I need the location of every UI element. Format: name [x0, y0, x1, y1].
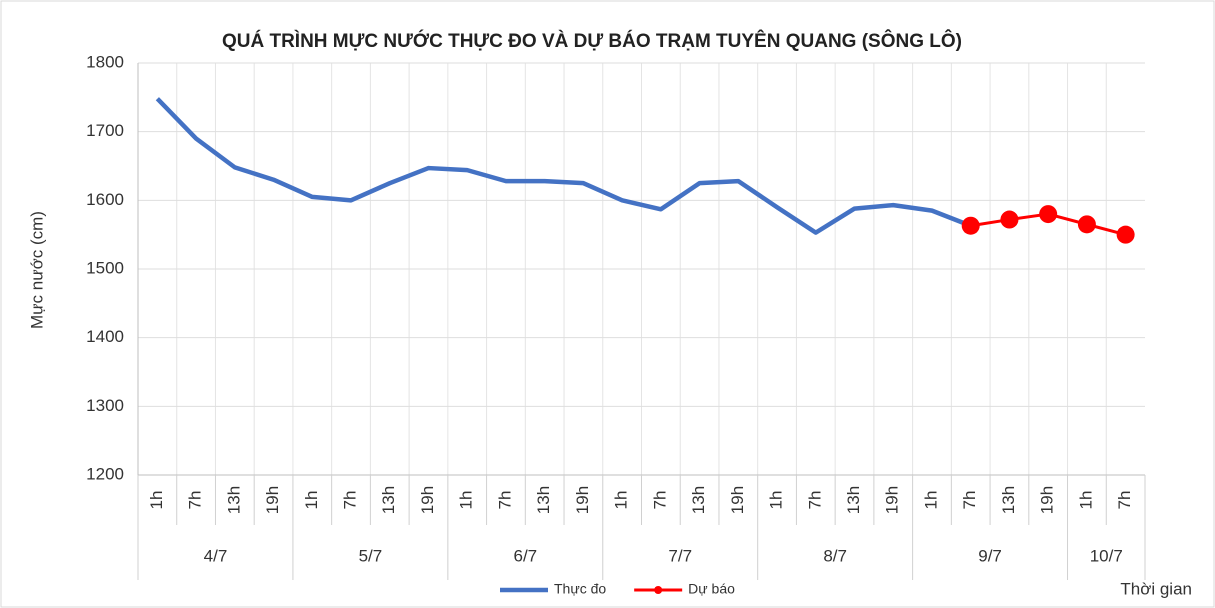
series-marker — [1000, 210, 1019, 229]
group-label: 5/7 — [359, 546, 383, 565]
series-line — [155, 97, 972, 235]
group-label: 9/7 — [978, 546, 1002, 565]
x-tick-label: 1h — [302, 491, 321, 510]
x-tick-label: 13h — [379, 486, 398, 514]
legend-marker — [654, 586, 663, 594]
y-tick-label: 1300 — [86, 396, 124, 415]
group-label: 4/7 — [204, 546, 228, 565]
group-label: 8/7 — [823, 546, 847, 565]
y-axis-label: Mực nước (cm) — [27, 211, 46, 329]
x-tick-label: 19h — [883, 486, 902, 514]
y-tick-label: 1600 — [86, 190, 124, 209]
x-tick-label: 1h — [767, 491, 786, 510]
x-tick-label: 19h — [573, 486, 592, 514]
x-tick-label: 1h — [612, 491, 631, 510]
x-tick-label: 1h — [457, 491, 476, 510]
x-tick-label: 1h — [1076, 491, 1095, 510]
chart-title: QUÁ TRÌNH MỰC NƯỚC THỰC ĐO VÀ DỰ BÁO TRẠ… — [222, 30, 962, 52]
x-tick-label: 13h — [224, 486, 243, 514]
legend-label: Thực đo — [554, 581, 606, 597]
x-tick-label: 19h — [418, 486, 437, 514]
series-marker — [1116, 225, 1135, 244]
x-axis-label: Thời gian — [1120, 579, 1192, 598]
legend-label: Dự báo — [688, 581, 735, 597]
x-tick-label: 7h — [650, 491, 669, 510]
x-tick-label: 13h — [999, 486, 1018, 514]
x-tick-label: 7h — [960, 491, 979, 510]
group-label: 6/7 — [513, 546, 537, 565]
series-marker — [1039, 205, 1058, 224]
y-tick-label: 1800 — [86, 52, 124, 71]
x-tick-label: 19h — [728, 486, 747, 514]
y-tick-label: 1400 — [86, 327, 124, 346]
group-label: 7/7 — [668, 546, 692, 565]
series-marker — [1077, 215, 1096, 234]
group-label: 10/7 — [1090, 546, 1123, 565]
x-tick-label: 7h — [805, 491, 824, 510]
series-marker — [961, 216, 980, 235]
x-tick-label: 13h — [534, 486, 553, 514]
x-tick-label: 7h — [1115, 491, 1134, 510]
x-tick-label: 19h — [1038, 486, 1057, 514]
x-tick-label: 13h — [844, 486, 863, 514]
x-tick-label: 7h — [495, 491, 514, 510]
y-tick-label: 1700 — [86, 121, 124, 140]
y-tick-label: 1500 — [86, 258, 124, 277]
x-tick-label: 19h — [263, 486, 282, 514]
y-tick-label: 1200 — [86, 464, 124, 483]
x-tick-label: 1h — [921, 491, 940, 510]
x-tick-label: 7h — [341, 491, 360, 510]
x-tick-label: 1h — [147, 491, 166, 510]
x-tick-label: 13h — [689, 486, 708, 514]
x-tick-label: 7h — [186, 491, 205, 510]
